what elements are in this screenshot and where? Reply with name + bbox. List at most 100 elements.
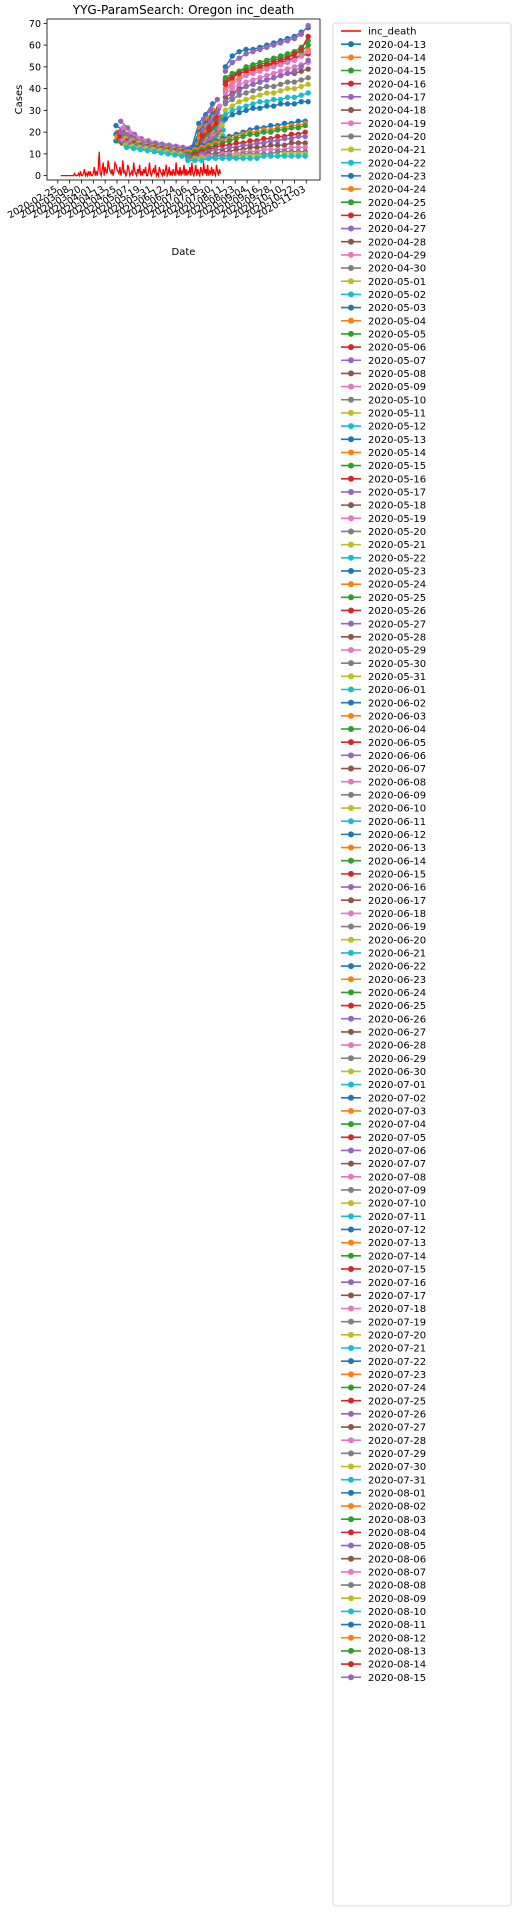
data-point	[261, 146, 267, 153]
data-point	[243, 46, 249, 53]
legend-label: 2020-06-01	[368, 685, 426, 696]
legend-item: 2020-05-09	[341, 382, 426, 393]
legend-item: 2020-06-22	[341, 962, 426, 973]
legend-item: 2020-05-20	[341, 527, 426, 538]
legend-label: 2020-07-21	[368, 1344, 426, 1355]
data-point	[130, 145, 137, 152]
legend-item: 2020-05-31	[341, 672, 426, 683]
data-point	[284, 85, 291, 92]
legend-swatch-marker	[348, 199, 354, 206]
legend-swatch-marker	[348, 752, 354, 759]
legend-item: 2020-05-01	[341, 277, 426, 288]
data-point	[305, 66, 311, 72]
data-point	[291, 64, 298, 70]
y-tick-label: 20	[29, 128, 41, 139]
legend-swatch-marker	[348, 989, 354, 996]
legend-item: 2020-06-12	[341, 830, 426, 841]
data-point	[219, 142, 226, 148]
legend-swatch-marker	[348, 1015, 354, 1022]
legend-swatch-marker	[348, 515, 354, 522]
data-point	[284, 94, 291, 101]
y-tick-label: 60	[29, 41, 41, 52]
data-point	[229, 96, 235, 103]
legend-label: 2020-05-22	[368, 553, 426, 564]
legend-label: 2020-08-07	[368, 1567, 426, 1578]
legend-swatch-marker	[348, 1608, 354, 1615]
legend-item: 2020-07-20	[341, 1330, 426, 1341]
data-point	[212, 146, 219, 153]
legend-item: 2020-06-05	[341, 738, 426, 749]
series-group-1-14	[222, 48, 311, 94]
legend-label: 2020-04-21	[368, 145, 426, 156]
legend-label: 2020-08-03	[368, 1515, 426, 1526]
legend-item: 2020-05-26	[341, 606, 426, 617]
legend-label: 2020-07-23	[368, 1370, 426, 1381]
series-group-1-8	[222, 81, 311, 114]
data-point	[222, 64, 229, 70]
legend-swatch-marker	[348, 488, 354, 495]
series-group-1-9	[222, 90, 311, 118]
data-point	[284, 55, 291, 61]
legend-label: 2020-06-22	[368, 962, 426, 973]
legend-item: 2020-07-25	[341, 1396, 426, 1407]
legend-swatch-marker	[348, 976, 354, 983]
legend-label: 2020-05-15	[368, 461, 426, 472]
legend-label: 2020-04-26	[368, 211, 426, 222]
legend-item: 2020-07-16	[341, 1278, 426, 1289]
legend-label: 2020-08-06	[368, 1554, 426, 1565]
data-point	[222, 112, 229, 118]
legend-item: 2020-06-03	[341, 711, 426, 722]
legend-item: 2020-04-19	[341, 119, 426, 130]
data-point	[291, 68, 298, 74]
legend-swatch-marker	[348, 910, 354, 917]
legend-item: 2020-05-14	[341, 448, 426, 459]
legend-item: 2020-07-26	[341, 1409, 426, 1420]
legend-label: 2020-07-24	[368, 1383, 426, 1394]
legend-label: 2020-07-17	[368, 1291, 426, 1302]
legend-label: 2020-06-10	[368, 804, 426, 815]
legend-label: 2020-04-23	[368, 171, 426, 182]
legend-swatch-marker	[348, 818, 354, 825]
legend-item: 2020-05-07	[341, 356, 426, 367]
legend-swatch-marker	[348, 1213, 354, 1220]
legend: inc_death 2020-04-13 2020-04-14 2020-04-15 2…	[332, 22, 512, 1907]
legend-item: 2020-05-03	[341, 303, 426, 314]
legend-label: 2020-06-29	[368, 1054, 426, 1065]
data-point	[250, 48, 256, 55]
legend-item: 2020-07-30	[341, 1462, 426, 1473]
data-point	[120, 125, 126, 131]
data-point	[268, 129, 274, 135]
legend-label: 2020-05-29	[368, 646, 426, 657]
legend-swatch-marker	[348, 1345, 354, 1351]
legend-swatch-marker	[348, 660, 354, 667]
data-point	[302, 133, 308, 140]
y-axis: 0 10 20 30 40 50 60 70	[29, 19, 47, 182]
legend-swatch-marker	[348, 1331, 354, 1338]
x-axis: 2020-02-252020-03-082020-03-202020-04-01…	[6, 180, 308, 221]
legend-item: 2020-06-10	[341, 804, 426, 815]
legend-swatch-marker	[348, 159, 354, 166]
legend-box	[332, 22, 512, 1907]
legend-swatch-marker	[348, 1239, 354, 1246]
legend-label: 2020-04-22	[368, 158, 426, 169]
legend-label: 2020-07-11	[368, 1212, 426, 1223]
data-point	[118, 118, 124, 124]
legend-label: 2020-06-08	[368, 777, 426, 788]
legend-swatch-marker	[348, 436, 354, 443]
data-point	[222, 68, 229, 74]
data-point	[298, 53, 304, 59]
legend-item: 2020-06-27	[341, 1028, 426, 1039]
data-point	[281, 153, 288, 159]
legend-item: 2020-07-09	[341, 1186, 426, 1197]
legend-label: 2020-06-05	[368, 738, 426, 749]
legend-swatch-marker	[348, 396, 354, 403]
legend-label: 2020-07-18	[368, 1304, 426, 1315]
data-point	[288, 144, 295, 151]
legend-label: 2020-08-04	[368, 1528, 426, 1539]
legend-label: 2020-05-16	[368, 474, 426, 485]
data-point	[233, 155, 239, 161]
legend-item: 2020-06-24	[341, 988, 426, 999]
legend-label: 2020-08-13	[368, 1647, 426, 1658]
data-point	[247, 138, 253, 144]
